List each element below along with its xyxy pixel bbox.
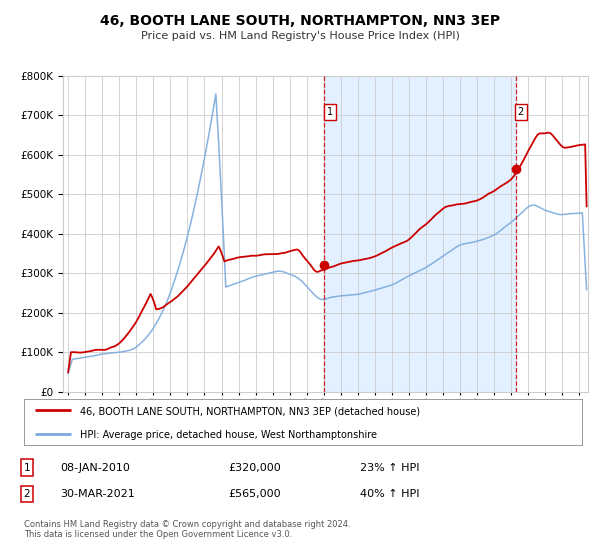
Text: Price paid vs. HM Land Registry's House Price Index (HPI): Price paid vs. HM Land Registry's House … [140,31,460,41]
Text: 40% ↑ HPI: 40% ↑ HPI [360,489,419,499]
Text: £565,000: £565,000 [228,489,281,499]
Text: 46, BOOTH LANE SOUTH, NORTHAMPTON, NN3 3EP: 46, BOOTH LANE SOUTH, NORTHAMPTON, NN3 3… [100,14,500,28]
Text: Contains HM Land Registry data © Crown copyright and database right 2024.
This d: Contains HM Land Registry data © Crown c… [24,520,350,539]
Text: 08-JAN-2010: 08-JAN-2010 [60,463,130,473]
Text: 1: 1 [23,463,31,473]
Text: 30-MAR-2021: 30-MAR-2021 [60,489,135,499]
Text: HPI: Average price, detached house, West Northamptonshire: HPI: Average price, detached house, West… [80,430,377,440]
Text: 23% ↑ HPI: 23% ↑ HPI [360,463,419,473]
Text: 46, BOOTH LANE SOUTH, NORTHAMPTON, NN3 3EP (detached house): 46, BOOTH LANE SOUTH, NORTHAMPTON, NN3 3… [80,406,420,416]
Text: 1: 1 [326,107,332,117]
Text: £320,000: £320,000 [228,463,281,473]
Text: 2: 2 [518,107,524,117]
Text: 2: 2 [23,489,31,499]
Bar [325,76,515,392]
